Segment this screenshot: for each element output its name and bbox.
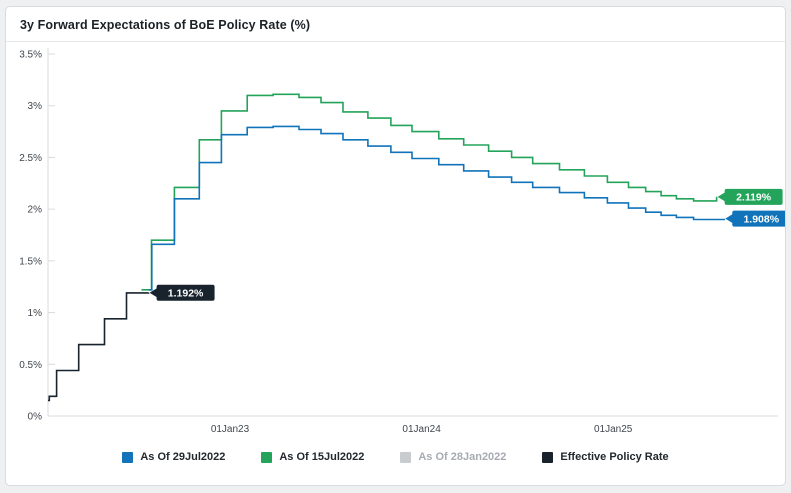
y-tick-label: 1.5% [19,256,42,267]
chart-title: 3y Forward Expectations of BoE Policy Ra… [20,18,311,32]
x-tick-label: 01Jan25 [594,424,633,435]
legend-item-as-of-29jul2022[interactable]: As Of 29Jul2022 [122,451,225,463]
series-line-blue [148,125,726,291]
chart-legend: As Of 29Jul2022 As Of 15Jul2022 As Of 28… [6,444,785,485]
y-tick-label: 3% [28,101,43,112]
legend-swatch-gray-icon [400,451,412,463]
legend-label: Effective Policy Rate [560,451,669,463]
series-line-green [141,93,718,291]
chart-card: 3y Forward Expectations of BoE Policy Ra… [5,6,786,486]
flag-arrow-green [717,191,727,203]
legend-swatch-green-icon [261,451,273,463]
legend-swatch-blue-icon [122,451,134,463]
chart-svg: 0% 0.5% 1% 1.5% 2% 2.5% 3% 3.5% 01Jan23 01Jan24 01… [19,48,785,435]
legend-label: As Of 15Jul2022 [279,451,365,463]
y-tick-label: 3.5% [19,50,42,61]
legend-swatch-dark-icon [542,451,554,463]
y-tick-label: 1% [28,308,43,319]
legend-label: As Of 28Jan2022 [418,451,507,463]
chart-header: 3y Forward Expectations of BoE Policy Ra… [6,7,785,42]
flag-value-dark: 1.192% [168,288,204,300]
series-line-dark [48,292,150,402]
flag-box-blue [732,210,785,227]
y-tick-label: 0% [28,412,43,423]
x-tick-label: 01Jan24 [402,424,441,435]
flag-box-green [724,188,783,205]
flag-value-green: 2.119% [736,192,772,204]
y-tick-label: 2% [28,205,43,216]
flag-value-blue: 1.908% [743,213,779,225]
chart-plot-area: 0% 0.5% 1% 1.5% 2% 2.5% 3% 3.5% 01Jan23 01Jan24 01… [6,42,785,444]
legend-item-as-of-15jul2022[interactable]: As Of 15Jul2022 [261,451,364,463]
flag-arrow-dark [149,287,159,299]
x-tick-label: 01Jan23 [211,424,250,435]
legend-item-as-of-28jan2022[interactable]: As Of 28Jan2022 [400,451,506,463]
y-tick-label: 0.5% [19,360,42,371]
legend-label: As Of 29Jul2022 [140,451,226,463]
y-tick-label: 2.5% [19,153,42,164]
legend-item-effective-policy-rate[interactable]: Effective Policy Rate [542,451,669,463]
flag-arrow-blue [725,213,735,225]
flag-box-dark [156,284,215,301]
